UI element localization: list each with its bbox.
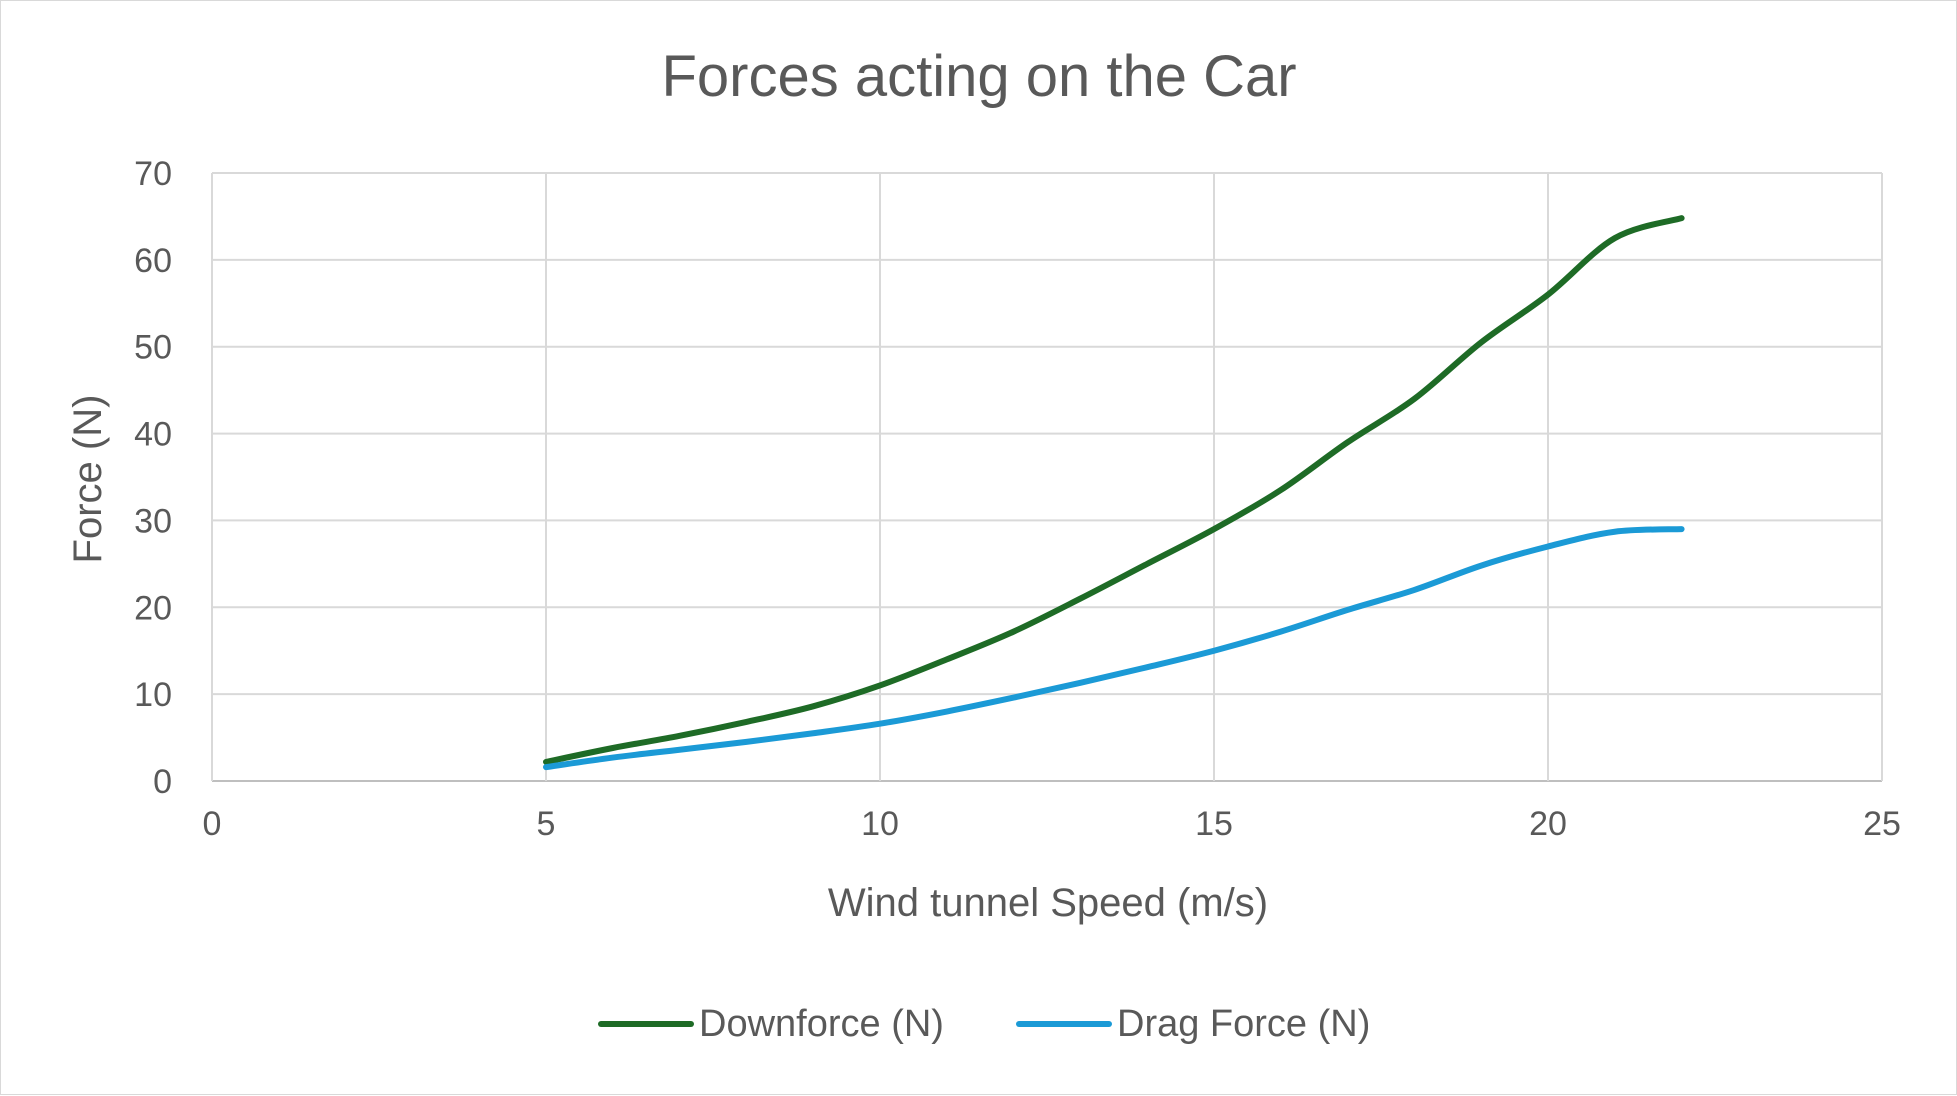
y-tick-label: 30 — [134, 502, 172, 540]
data-series — [543, 215, 1685, 771]
x-tick-label: 10 — [861, 805, 899, 843]
x-tick-label: 25 — [1863, 805, 1901, 843]
x-tick-label: 20 — [1529, 805, 1567, 843]
y-tick-label: 20 — [134, 589, 172, 627]
chart-title: Forces acting on the Car — [661, 44, 1296, 109]
drag-force-series-line — [543, 526, 1685, 771]
x-tick-label: 15 — [1195, 805, 1233, 843]
y-tick-label: 70 — [134, 155, 172, 193]
legend-label-drag: Drag Force (N) — [1117, 1003, 1370, 1045]
y-tick-label: 0 — [153, 763, 172, 801]
legend: Downforce (N) Drag Force (N) — [598, 1003, 1370, 1045]
x-tick-label: 0 — [203, 805, 222, 843]
y-tick-label: 50 — [134, 329, 172, 367]
y-tick-label: 40 — [134, 416, 172, 454]
legend-label-downforce: Downforce (N) — [699, 1003, 944, 1045]
x-tick-label: 5 — [537, 805, 556, 843]
downforce-series-line — [543, 215, 1685, 765]
gridlines — [211, 172, 1883, 782]
tick-labels: 0 10 20 30 40 50 60 70 0 5 10 15 20 25 — [134, 155, 1901, 843]
x-axis-title: Wind tunnel Speed (m/s) — [828, 881, 1268, 925]
y-tick-label: 60 — [134, 242, 172, 280]
y-tick-label: 10 — [134, 676, 172, 714]
y-axis-title: Force (N) — [66, 395, 110, 564]
